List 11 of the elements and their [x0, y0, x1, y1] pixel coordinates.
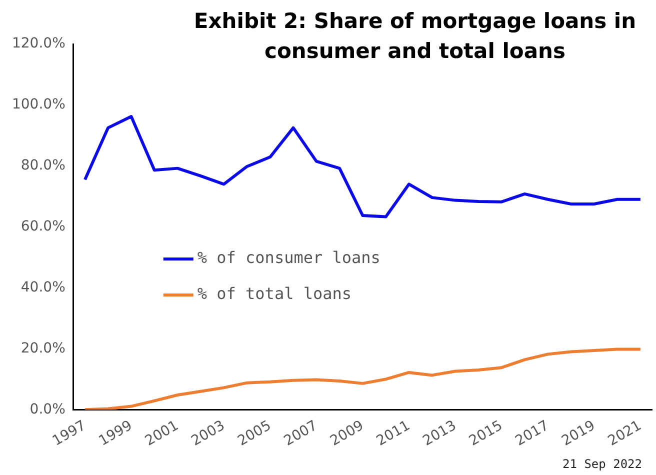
legend-label: % of consumer loans	[197, 248, 380, 268]
y-tick-label: 60.0%	[20, 218, 66, 234]
y-tick-label: 80.0%	[20, 158, 66, 174]
y-tick-label: 100.0%	[12, 96, 66, 113]
chart-title: Exhibit 2: Share of mortgage loans in consumer and total loans	[192, 8, 638, 65]
text: 21 Sep 2022	[562, 457, 642, 471]
y-tick-label: 0.0%	[30, 401, 66, 418]
y-tick-label: 120.0%	[12, 36, 66, 52]
y-tick-label: 20.0%	[20, 340, 66, 356]
legend-label: % of total loans	[197, 284, 352, 304]
y-tick-label: 40.0%	[20, 279, 66, 296]
